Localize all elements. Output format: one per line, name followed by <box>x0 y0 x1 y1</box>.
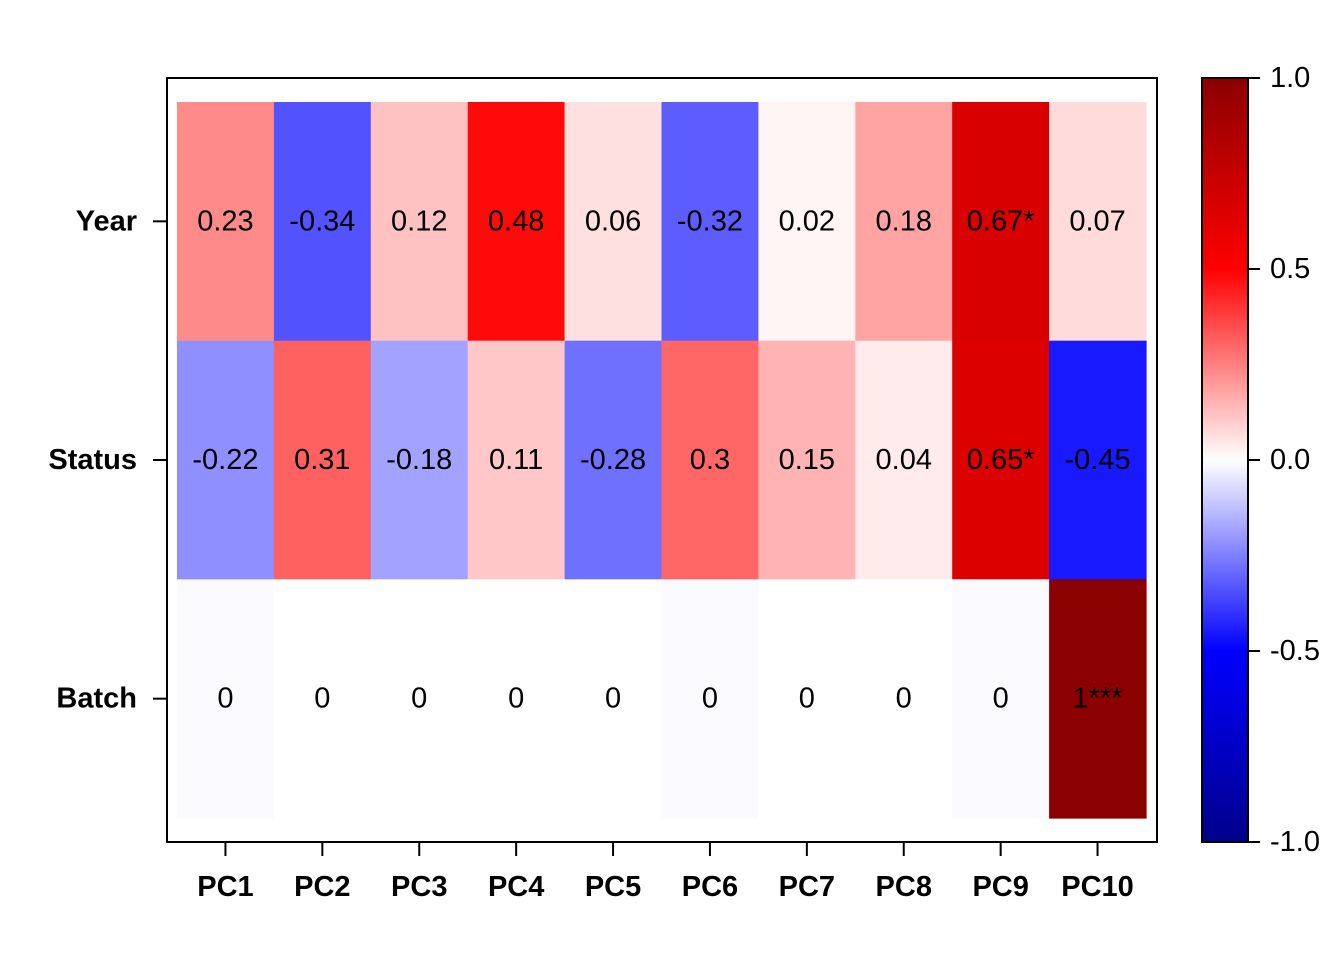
heatmap-cell-status-pc9 <box>952 340 1050 580</box>
cell-value-label: 0.04 <box>876 444 932 476</box>
heatmap-cell-year-pc8 <box>855 102 953 342</box>
heatmap-cell-status-pc8 <box>855 340 953 580</box>
cell-value-label: 0 <box>411 683 427 715</box>
cell-value-label: 0 <box>217 683 233 715</box>
cell-value-label: 0.3 <box>690 444 730 476</box>
row-label-batch: Batch <box>56 683 137 715</box>
heatmap-cell-batch-pc7 <box>758 579 856 819</box>
heatmap-cell-year-pc6 <box>661 102 759 342</box>
cell-value-label: 0 <box>702 683 718 715</box>
row-label-year: Year <box>76 205 137 237</box>
heatmap-cell-year-pc1 <box>177 102 275 342</box>
cell-value-label: 0.07 <box>1069 205 1125 237</box>
heatmap-cell-batch-pc6 <box>661 579 759 819</box>
heatmap-cell-status-pc7 <box>758 340 856 580</box>
column-label-pc10: PC10 <box>1061 871 1134 903</box>
cell-value-label: 0.02 <box>779 205 835 237</box>
heatmap-cell-batch-pc9 <box>952 579 1050 819</box>
cell-value-label: 0.31 <box>294 444 350 476</box>
cell-value-label: 0.15 <box>779 444 835 476</box>
heatmap-cell-year-pc7 <box>758 102 856 342</box>
heatmap-cell-year-pc9 <box>952 102 1050 342</box>
plot-area: 0.23 -0.34 0.12 0.48 0.06 -0.32 0.02 0.18 0.67* 0… <box>48 77 1158 903</box>
cell-value-label: 0 <box>314 683 330 715</box>
cell-value-label: 0 <box>799 683 815 715</box>
column-label-pc8: PC8 <box>876 871 932 903</box>
cell-value-label: 0.11 <box>489 444 543 476</box>
heatmap-cell-batch-pc8 <box>855 579 953 819</box>
column-label-pc2: PC2 <box>294 871 350 903</box>
cell-value-label: 0 <box>896 683 912 715</box>
cell-value-label: 0.18 <box>876 205 932 237</box>
cell-value-label: 0.65* <box>967 444 1035 476</box>
cell-value-label: 1*** <box>1073 683 1123 715</box>
column-label-pc1: PC1 <box>197 871 253 903</box>
heatmap-cell-status-pc5 <box>564 340 663 580</box>
heatmap-cell-batch-pc10 <box>1049 579 1147 819</box>
cell-value-label: 0 <box>993 683 1009 715</box>
column-label-pc4: PC4 <box>488 871 544 903</box>
row-label-status: Status <box>48 444 137 476</box>
heatmap-cell-batch-pc1 <box>177 579 275 819</box>
cell-value-label: 0 <box>605 683 621 715</box>
cell-value-label: 0.12 <box>391 205 447 237</box>
heatmap-cell-batch-pc3 <box>370 579 469 819</box>
column-label-pc3: PC3 <box>391 871 447 903</box>
color-legend: 1.0 0.5 0.0 -0.5 -1.0 <box>1201 62 1320 858</box>
column-label-pc6: PC6 <box>682 871 738 903</box>
column-label-pc9: PC9 <box>972 871 1028 903</box>
cell-value-label: -0.22 <box>192 444 258 476</box>
column-label-pc5: PC5 <box>585 871 641 903</box>
heatmap-cell-year-pc3 <box>370 102 469 342</box>
legend-tick-label: -0.5 <box>1270 635 1320 667</box>
heatmap-cell-status-pc4 <box>467 340 566 580</box>
heatmap-cell-status-pc10 <box>1049 340 1147 580</box>
cell-value-label: 0.48 <box>488 205 544 237</box>
cell-value-label: -0.28 <box>580 444 646 476</box>
column-label-pc7: PC7 <box>779 871 835 903</box>
heatmap-cell-year-pc4 <box>467 102 566 342</box>
cell-value-label: -0.45 <box>1064 444 1130 476</box>
legend-color-bar <box>1201 77 1249 843</box>
legend-tick-label: -1.0 <box>1270 826 1320 858</box>
cell-value-label: -0.18 <box>386 444 452 476</box>
heatmap-cell-year-pc5 <box>564 102 663 342</box>
heatmap-cell-year-pc2 <box>273 102 372 342</box>
legend-tick-label: 1.0 <box>1270 62 1310 94</box>
cell-value-label: 0.67* <box>967 205 1035 237</box>
cell-value-label: 0.06 <box>585 205 641 237</box>
heatmap-cell-status-pc6 <box>661 340 759 580</box>
heatmap-cell-status-pc2 <box>273 340 372 580</box>
cell-value-label: -0.34 <box>289 205 355 237</box>
heatmap-cell-status-pc1 <box>177 340 275 580</box>
legend-tick-label: 0.5 <box>1270 253 1310 285</box>
cell-value-label: -0.32 <box>677 205 743 237</box>
legend-tick-label: 0.0 <box>1270 444 1310 476</box>
heatmap-cell-batch-pc5 <box>564 579 663 819</box>
heatmap-cell-status-pc3 <box>370 340 469 580</box>
heatmap-cell-year-pc10 <box>1049 102 1147 342</box>
cell-value-label: 0 <box>508 683 524 715</box>
cell-value-label: 0.23 <box>197 205 253 237</box>
heatmap-cell-batch-pc4 <box>467 579 566 819</box>
heatmap-cell-batch-pc2 <box>273 579 372 819</box>
